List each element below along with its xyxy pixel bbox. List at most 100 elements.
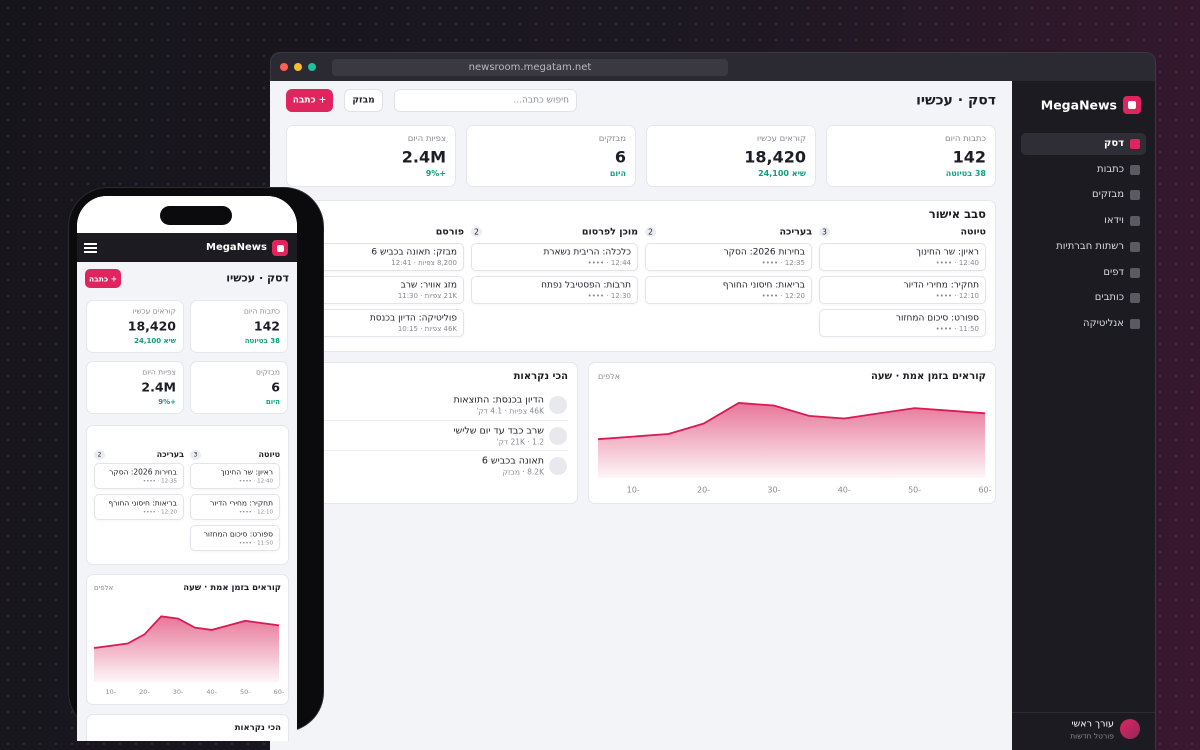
card-meta: 12:30 · •••• xyxy=(587,291,631,300)
nav-item: אנליטיקה xyxy=(1083,317,1124,329)
article-meta: 21K · 1.2 דק' xyxy=(496,437,544,447)
chart-unit: אלפים xyxy=(598,372,620,382)
stat-note: +9% xyxy=(425,169,446,179)
line xyxy=(93,615,280,649)
article-title: תאונה בכביש 6 xyxy=(481,455,544,467)
x-tick-label: -30 xyxy=(767,486,780,495)
x-tick-label: -40 xyxy=(838,486,851,495)
stat-value: 18,420 xyxy=(127,318,176,334)
logo-inner xyxy=(276,244,284,252)
x-tick-label: -60 xyxy=(274,688,285,696)
x-tick-label: -20 xyxy=(139,688,150,696)
divider xyxy=(296,420,568,421)
window-dot xyxy=(308,63,316,71)
nav-active xyxy=(1021,133,1146,155)
divider xyxy=(296,450,568,451)
stat-value: 18,420 xyxy=(744,147,806,167)
nav-item: דפים xyxy=(1103,266,1124,278)
page-title: דסק · עכשיו xyxy=(226,271,289,285)
most-read-panel xyxy=(86,714,289,741)
window-dot xyxy=(294,63,302,71)
notch xyxy=(160,206,232,225)
article-meta: 8.2K · מבזק xyxy=(502,467,544,477)
stat-value: 6 xyxy=(271,379,280,395)
card-meta: 46K צפיות · 10:15 xyxy=(397,324,457,333)
kanban-card xyxy=(94,494,184,520)
kanban-card xyxy=(645,243,812,271)
kanban-card xyxy=(297,276,464,304)
article-title: שרב כבד עד יום שלישי xyxy=(453,425,544,437)
nav-item: כותבים xyxy=(1094,292,1124,304)
stat-card xyxy=(86,361,184,414)
kanban-card xyxy=(94,463,184,489)
card-meta: 12:10 · •••• xyxy=(935,291,979,300)
stat-card xyxy=(826,125,996,187)
chart-unit: אלפים xyxy=(94,583,114,592)
kanban-card xyxy=(819,276,986,304)
brand: MegaNews xyxy=(1040,97,1117,113)
menu-line xyxy=(84,251,97,253)
thumb xyxy=(549,427,567,445)
kanban-card xyxy=(471,243,638,271)
kanban-card xyxy=(190,494,280,520)
user-name: עורך ראשי xyxy=(1071,718,1114,730)
flash-button[interactable] xyxy=(344,89,383,112)
column-count: 3 xyxy=(193,451,198,459)
stat-note: 38 בטיוטה xyxy=(945,169,986,179)
nav-icon xyxy=(1130,216,1140,227)
x-tick-label: -30 xyxy=(173,688,184,696)
sidebar-divider xyxy=(1012,712,1155,713)
article-meta: 46K צפיות · 4.1 דק' xyxy=(476,406,544,416)
stat-card xyxy=(86,300,184,353)
user-role: פורטל חדשות xyxy=(1070,731,1114,741)
column-name: טיוטה xyxy=(960,226,987,238)
card-title: בריאות: חיסוני החורף xyxy=(722,280,805,291)
x-tick-label: -60 xyxy=(978,486,991,495)
nav-icon xyxy=(1130,164,1140,175)
card-title: מזג אוויר: שרב xyxy=(400,280,457,291)
stat-note: היום xyxy=(609,169,626,179)
stat-value: 2.4M xyxy=(141,379,176,395)
most-read-title: הכי נקראות xyxy=(513,371,568,382)
nav-icon xyxy=(1130,241,1140,252)
nav-icon xyxy=(1130,293,1140,304)
new-article-button[interactable] xyxy=(85,269,121,288)
stat-label: צפיות היום xyxy=(142,367,176,377)
stat-label: מבזקים xyxy=(255,367,280,377)
count-badge xyxy=(190,450,201,460)
menu-line xyxy=(84,247,97,249)
card-meta: 12:10 · •••• xyxy=(238,509,273,516)
stat-note: שיא 24,100 xyxy=(134,336,176,345)
stat-card xyxy=(646,125,816,187)
kanban-card xyxy=(819,243,986,271)
column-count: 2 xyxy=(474,227,479,237)
card-title: בריאות: חיסוני החורף xyxy=(108,498,177,508)
nav-item: דסק xyxy=(1103,138,1124,149)
card-meta: 12:44 · •••• xyxy=(587,258,631,267)
card-title: תחקיר: מחירי הדיור xyxy=(210,498,273,508)
brand: MegaNews xyxy=(206,242,267,253)
nav-icon xyxy=(1130,267,1140,278)
column-name: מוכן לפרסום xyxy=(581,226,638,238)
kanban-title: סבב אישור xyxy=(928,207,986,222)
stat-note: היום xyxy=(265,397,280,406)
column-name: בעריכה xyxy=(156,450,184,460)
card-meta: 11:50 · •••• xyxy=(238,540,273,547)
card-title: ראיון: שר החינוך xyxy=(220,467,273,477)
x-tick-label: -20 xyxy=(697,486,710,495)
stat-note: 38 בטיוטה xyxy=(244,336,280,345)
stat-value: 6 xyxy=(614,147,626,167)
chart-title: קוראים בזמן אמת · שעה xyxy=(183,582,281,593)
card-title: מבזק: תאונה בכביש 6 xyxy=(371,247,457,258)
area xyxy=(598,402,985,478)
count-badge xyxy=(94,450,105,460)
kanban-card xyxy=(819,309,986,337)
kanban-card xyxy=(471,276,638,304)
kanban-card xyxy=(645,276,812,304)
stat-note: +9% xyxy=(158,397,176,406)
new-article-button[interactable] xyxy=(286,89,333,112)
stat-card xyxy=(190,361,288,414)
card-title: ספורט: סיכום המחזור xyxy=(203,529,273,539)
x-tick-label: -10 xyxy=(105,688,116,696)
